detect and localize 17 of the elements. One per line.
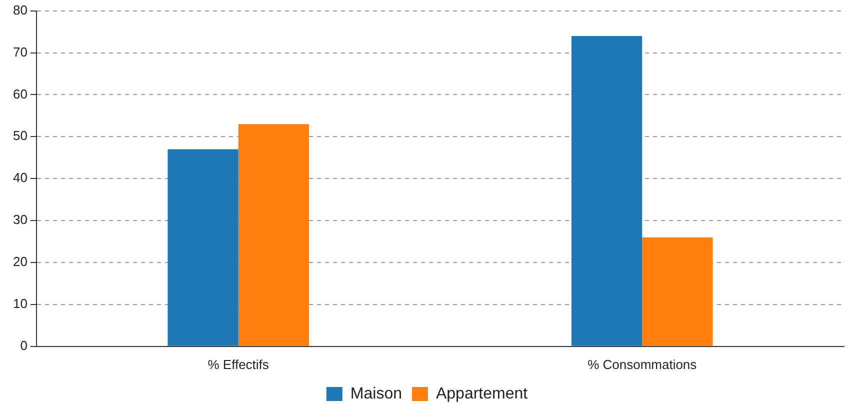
y-tick-label: 70	[12, 44, 28, 60]
y-tick-label: 60	[12, 86, 28, 102]
y-tick-label: 80	[12, 2, 28, 18]
y-tick-label: 10	[12, 296, 28, 312]
y-tick-label: 40	[12, 170, 28, 186]
y-tick-label: 30	[12, 212, 28, 228]
y-tick-label: 20	[12, 254, 28, 270]
bar	[642, 237, 713, 346]
bar	[168, 149, 238, 346]
x-tick-label: % Consommations	[588, 356, 698, 372]
y-tick-label: 50	[12, 128, 28, 144]
legend-label: Maison	[350, 385, 402, 402]
bar	[238, 124, 310, 346]
x-tick-label: % Effectifs	[208, 356, 270, 372]
y-tick-label: 0	[20, 338, 28, 353]
legend-label: Appartement	[436, 385, 528, 402]
bar	[571, 36, 642, 346]
